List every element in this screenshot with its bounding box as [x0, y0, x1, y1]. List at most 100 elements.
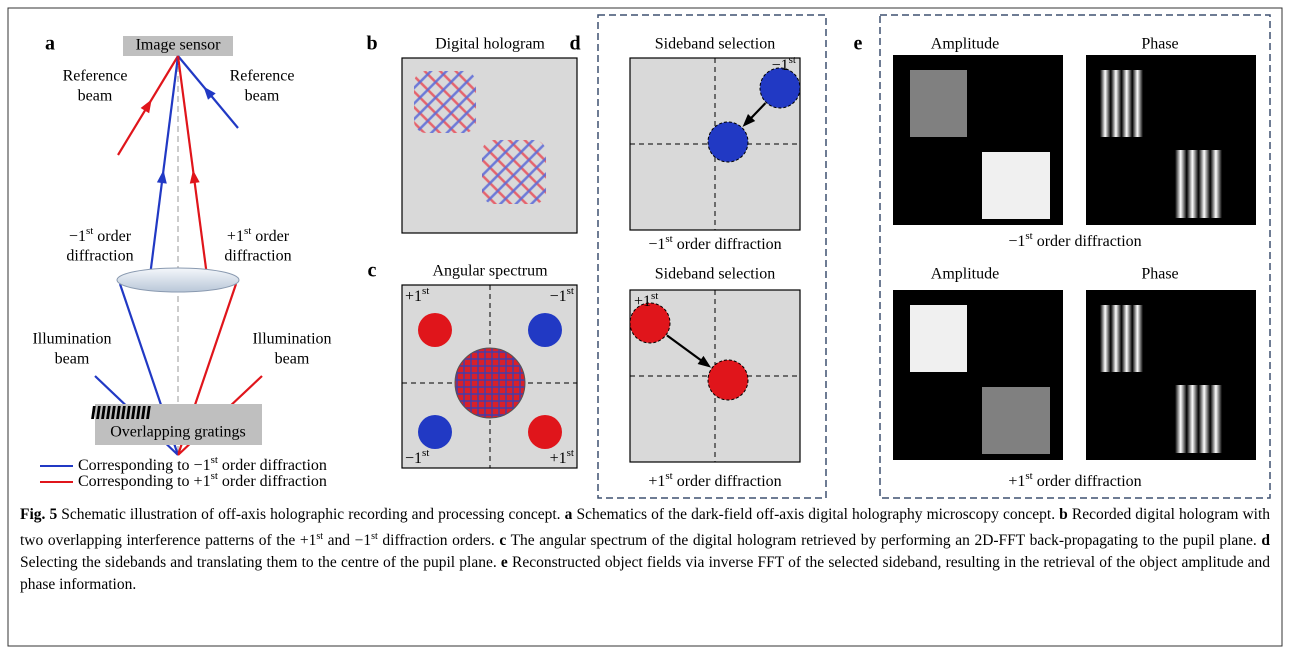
- illumination-label: Illumination: [252, 331, 331, 348]
- panel-letter: d: [569, 33, 580, 55]
- caption-sup: st: [371, 531, 378, 542]
- caption-letter: d: [1261, 532, 1270, 549]
- reference-label: Reference: [63, 68, 128, 85]
- caption-lead: Fig. 5: [20, 506, 57, 523]
- diffraction-label: −1st order: [69, 225, 132, 245]
- central-order: [455, 348, 525, 418]
- block-caption-sup: st: [665, 233, 672, 245]
- sideband: [708, 360, 748, 400]
- sideband: [708, 122, 748, 162]
- phase-square: [1100, 305, 1143, 372]
- diffraction-label: +1st order: [227, 225, 290, 245]
- beam: [150, 56, 178, 276]
- block-caption: +1st order diffraction: [1008, 470, 1141, 490]
- object-square: [910, 70, 967, 137]
- legend-label-pre: Corresponding to −1: [78, 457, 211, 474]
- panel-letter: e: [854, 33, 863, 55]
- legend-label: Corresponding to +1st order diffraction: [78, 470, 327, 490]
- sideband: [528, 313, 562, 347]
- corner-label-sup: st: [567, 447, 574, 459]
- beam-arrow: [141, 97, 156, 113]
- corner-label-pre: +1: [550, 450, 567, 467]
- panel-title: Angular spectrum: [432, 263, 548, 280]
- block-caption-post: order diffraction: [1033, 233, 1142, 250]
- block-caption: +1st order diffraction: [648, 470, 781, 490]
- diffraction-label-post: order: [251, 228, 289, 245]
- lens: [117, 268, 239, 292]
- block-caption-sup: st: [1025, 230, 1032, 242]
- image-label: Amplitude: [931, 36, 999, 53]
- reference-label: beam: [245, 88, 280, 105]
- legend-label-pre: Corresponding to +1: [78, 473, 211, 490]
- corner-label-sup: st: [789, 54, 796, 66]
- caption-letter: e: [501, 554, 508, 571]
- illumination-label: beam: [275, 351, 310, 368]
- legend-label-sup: st: [211, 470, 218, 482]
- corner-label-sup: st: [422, 285, 429, 297]
- block-caption-post: order diffraction: [673, 236, 782, 253]
- legend-label-post: order diffraction: [218, 473, 327, 490]
- phase-square: [1100, 70, 1143, 137]
- object-square: [910, 305, 967, 372]
- diffraction-label-pre: +1: [227, 228, 244, 245]
- block-caption: −1st order diffraction: [648, 233, 781, 253]
- block-caption: −1st order diffraction: [1008, 230, 1141, 250]
- panel-letter: b: [366, 33, 377, 55]
- diffraction-label-pre: −1: [69, 228, 86, 245]
- reference-label: beam: [78, 88, 113, 105]
- corner-label-pre: −1: [405, 450, 422, 467]
- caption-text: Schematics of the dark-field off-axis di…: [572, 506, 1055, 523]
- corner-label-sup: st: [651, 290, 658, 302]
- corner-label-sup: st: [567, 285, 574, 297]
- figure-caption: Fig. 5 Schematic illustration of off-axi…: [20, 504, 1270, 596]
- corner-label-pre: −1: [772, 57, 789, 74]
- reference-label: Reference: [230, 68, 295, 85]
- sideband: [528, 415, 562, 449]
- panel-letter: a: [45, 33, 55, 55]
- panel-title: Digital hologram: [435, 36, 545, 53]
- corner-label-pre: +1: [634, 293, 651, 310]
- caption-text: Selecting the sidebands and translating …: [20, 554, 497, 571]
- panel-title: Sideband selection: [655, 36, 775, 53]
- corner-label-sup: st: [422, 447, 429, 459]
- sideband: [760, 68, 800, 108]
- block-caption-pre: −1: [648, 236, 665, 253]
- image-label: Phase: [1141, 36, 1178, 53]
- diffraction-label-post: order: [93, 228, 131, 245]
- block-caption-pre: +1: [1008, 473, 1025, 490]
- gratings-label: Overlapping gratings: [110, 424, 246, 441]
- legend-label-sup: st: [211, 454, 218, 466]
- panel-letter: c: [368, 260, 377, 282]
- caption-text: The angular spectrum of the digital holo…: [506, 532, 1257, 549]
- object-square: [982, 152, 1050, 219]
- image-label: Phase: [1141, 266, 1178, 283]
- page: { "panel_a": { "letter": "a", "sensor": …: [0, 0, 1290, 654]
- beam: [178, 56, 207, 276]
- illumination-label: Illumination: [32, 331, 111, 348]
- corner-label-pre: −1: [550, 288, 567, 305]
- block-caption-post: order diffraction: [673, 473, 782, 490]
- diffraction-label: diffraction: [224, 248, 291, 265]
- legend-label-post: order diffraction: [218, 457, 327, 474]
- sensor-label: Image sensor: [136, 37, 222, 54]
- phase-square: [1175, 385, 1222, 453]
- caption-text: diffraction orders.: [378, 532, 495, 549]
- illumination-label: beam: [55, 351, 90, 368]
- block-caption-sup: st: [665, 470, 672, 482]
- diffraction-label-sup: st: [86, 225, 93, 237]
- block-caption-pre: −1: [1008, 233, 1025, 250]
- diffraction-label: diffraction: [66, 248, 133, 265]
- sideband: [418, 415, 452, 449]
- object-square: [982, 387, 1050, 454]
- sideband: [418, 313, 452, 347]
- block-caption-pre: +1: [648, 473, 665, 490]
- phase-square: [1175, 150, 1222, 218]
- legend-label: Corresponding to −1st order diffraction: [78, 454, 327, 474]
- block-caption-post: order diffraction: [1033, 473, 1142, 490]
- caption-sup: st: [316, 531, 323, 542]
- interference-pattern: [482, 140, 546, 204]
- image-label: Amplitude: [931, 266, 999, 283]
- caption-text: Schematic illustration of off-axis holog…: [57, 506, 560, 523]
- interference-pattern: [414, 71, 476, 133]
- caption-text: and −1: [323, 532, 371, 549]
